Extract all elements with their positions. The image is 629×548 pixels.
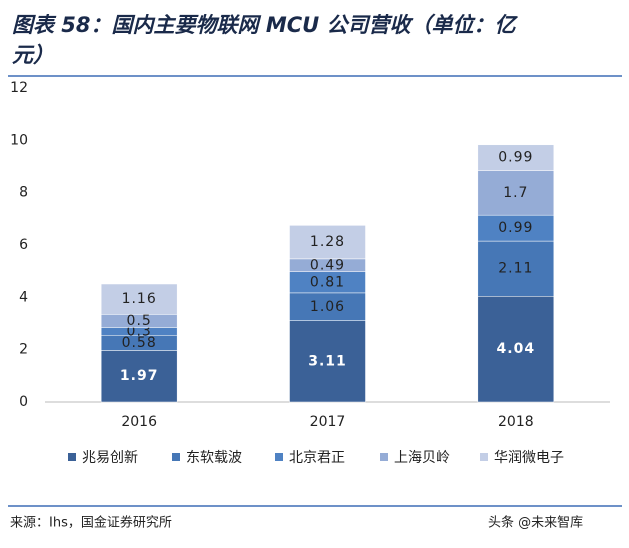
- value-label: 1.16: [122, 291, 157, 307]
- value-label: 0.99: [498, 220, 533, 236]
- value-label: 1.7: [503, 185, 528, 201]
- value-label: 0.58: [122, 335, 157, 351]
- value-label: 0.49: [310, 257, 345, 273]
- value-label: 4.04: [497, 341, 536, 357]
- bar-segment: [289, 292, 366, 321]
- y-tick-label: 10: [10, 132, 28, 148]
- bar-segment: [477, 296, 555, 403]
- x-tick-label: 2017: [310, 414, 346, 430]
- y-tick-label: 6: [19, 237, 28, 253]
- y-tick-label: 4: [19, 289, 28, 305]
- legend-label: 华润微电子: [494, 450, 564, 466]
- value-label: 1.06: [310, 299, 345, 315]
- bar-segment: [477, 214, 555, 242]
- bar-segment: [477, 170, 555, 216]
- chart-title-cont: 元）: [12, 43, 54, 67]
- legend-swatch: [275, 453, 283, 461]
- x-tick-label: 2018: [498, 414, 534, 430]
- legend-swatch: [480, 453, 488, 461]
- legend-swatch: [172, 453, 180, 461]
- bar-segment: [289, 225, 366, 260]
- y-tick-label: 0: [19, 394, 28, 410]
- chart-title: 图表 58：国内主要物联网 MCU 公司营收（单位：亿: [12, 13, 519, 37]
- x-tick-label: 2016: [121, 414, 157, 430]
- legend-swatch: [380, 453, 388, 461]
- legend-swatch: [68, 453, 76, 461]
- legend-label: 北京君正: [289, 450, 345, 466]
- legend-label: 东软载波: [186, 450, 242, 466]
- watermark: 头条 @未来智库: [488, 515, 583, 531]
- bar-segment: [477, 240, 555, 297]
- bar-segment: [289, 320, 366, 403]
- value-label: 0.99: [498, 150, 533, 166]
- y-tick-label: 2: [19, 342, 28, 358]
- bar-segment: [100, 283, 178, 315]
- legend-label: 兆易创新: [82, 450, 138, 466]
- value-label: 1.28: [310, 234, 345, 250]
- value-label: 2.11: [498, 261, 533, 277]
- source: 来源：Ihs，国金证券研究所: [10, 515, 172, 531]
- bar-segment: [100, 350, 178, 403]
- legend-label: 上海贝岭: [394, 450, 450, 466]
- value-label: 0.5: [127, 313, 152, 329]
- value-label: 0.81: [310, 274, 345, 290]
- bar-segment: [477, 144, 555, 171]
- y-tick-label: 8: [19, 185, 28, 201]
- y-tick-label: 12: [10, 80, 28, 96]
- value-label: 1.97: [120, 368, 159, 384]
- value-label: 3.11: [308, 353, 347, 369]
